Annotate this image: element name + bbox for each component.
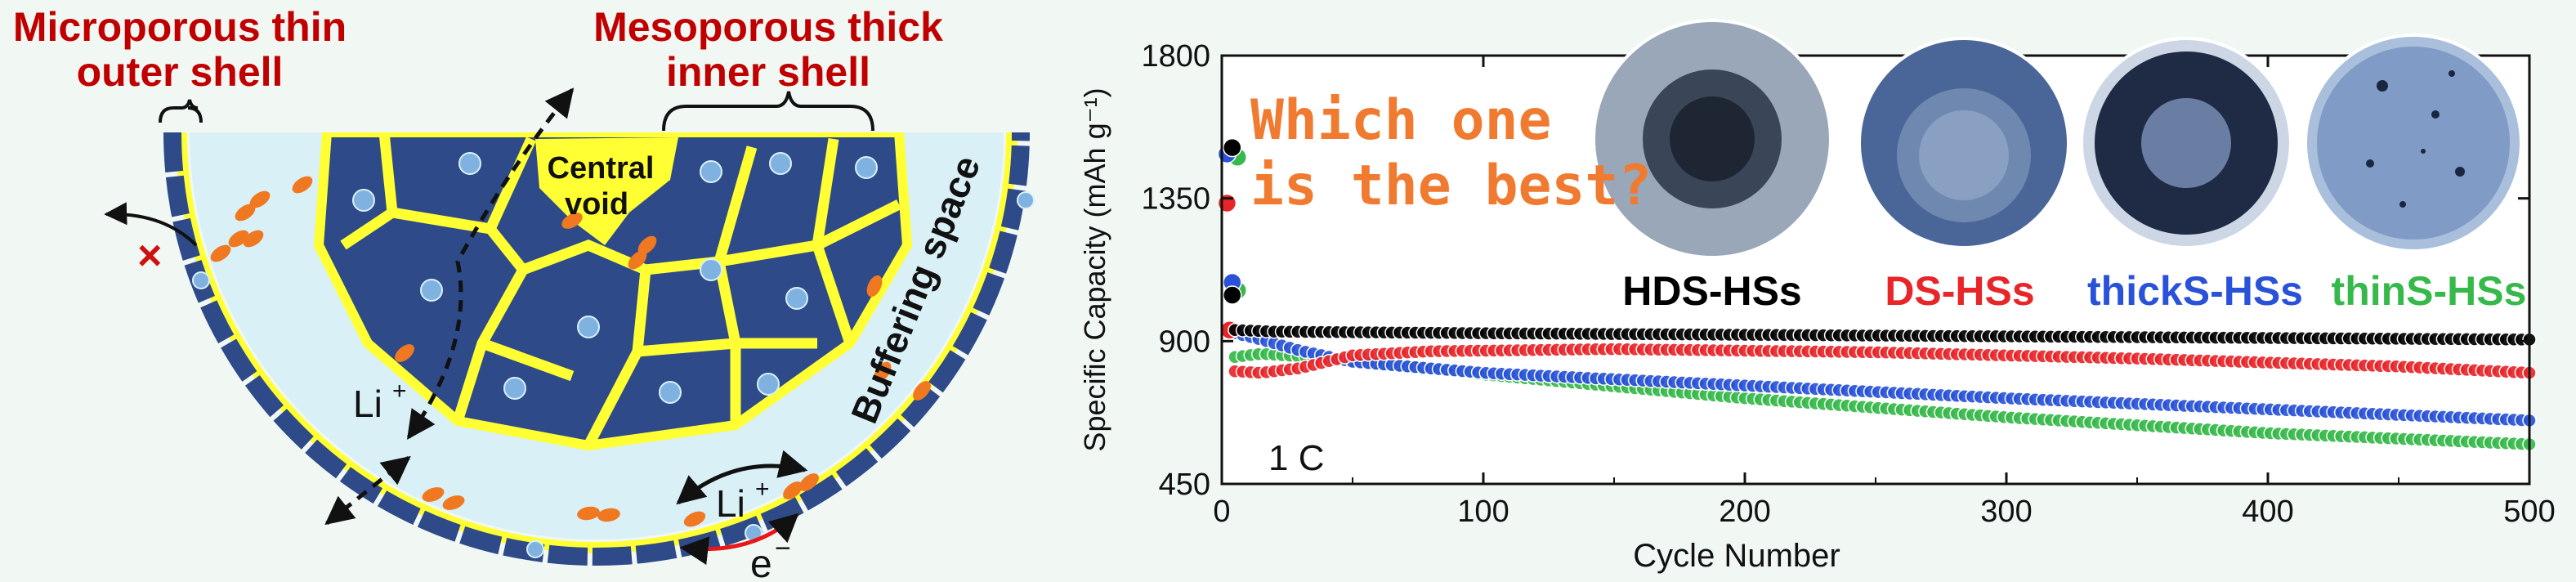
x-tick-label: 100 <box>1457 495 1509 529</box>
central-void-label-2: void <box>565 187 628 222</box>
x-axis-title: Cycle Number <box>1633 538 1840 574</box>
li-transport-arrow <box>324 455 411 526</box>
hollow-sphere-schematic: × Microporous thin outer shell Mesoporou… <box>13 4 1035 582</box>
question-line-1: Which one <box>1250 88 1551 153</box>
y-axis-title: Specific Capacity (mAh g⁻¹) <box>1078 87 1111 451</box>
electron-label: e <box>750 543 772 582</box>
y-tick-label: 1350 <box>1141 182 1210 217</box>
inner-shell-bracket <box>662 91 874 132</box>
rate-label: 1 C <box>1268 438 1324 478</box>
x-tick-label: 400 <box>2242 495 2293 529</box>
li-ion-label-right: Li <box>716 482 745 525</box>
x-tick-label: 300 <box>1980 495 2032 529</box>
tem-images <box>1592 19 2523 259</box>
y-tick-label: 900 <box>1159 325 1210 359</box>
legend-thick: thickS-HSs <box>2087 268 2303 314</box>
blocked-cross-icon: × <box>137 232 162 280</box>
blocked-arrow <box>104 202 198 247</box>
y-tick-label: 1800 <box>1141 39 1210 74</box>
series-DS-HSs <box>1217 193 2537 380</box>
electron-minus: − <box>775 533 791 564</box>
initial-point-HDS-HSs <box>1223 285 1242 305</box>
series-thickS-HSs <box>1217 144 2537 428</box>
li-diffusion-path <box>406 87 575 440</box>
initial-point-HDS-HSs <box>1223 137 1242 158</box>
x-tick-label: 0 <box>1213 495 1230 529</box>
x-tick-label: 500 <box>2503 495 2555 529</box>
electron-arrow <box>679 513 799 566</box>
li-ion-plus-right: + <box>755 476 770 503</box>
legend-thin: thinS-HSs <box>2332 268 2527 314</box>
microporous-outer-shell <box>163 132 1030 566</box>
capacity-chart: 0 100 200 300 400 500 450 900 1350 1800 Which one… <box>1078 19 2556 574</box>
legend-hds: HDS-HSs <box>1622 268 1801 314</box>
coating-ring <box>176 132 1017 553</box>
li-ion-plus-left: + <box>392 378 407 405</box>
inner-shell-label-2: inner shell <box>666 49 870 95</box>
outer-shell-label-2: outer shell <box>77 49 284 95</box>
question-line-2: is the best? <box>1250 154 1652 218</box>
outer-shell-label-1: Microporous thin <box>13 4 347 50</box>
outer-shell-bracket <box>159 99 203 123</box>
inner-shell-label-1: Mesoporous thick <box>593 4 943 50</box>
x-tick-label: 200 <box>1719 495 1770 529</box>
data-points <box>1217 137 2537 452</box>
li-ion-label-left: Li <box>353 383 382 425</box>
legend-ds: DS-HSs <box>1885 268 2034 314</box>
central-void-label-1: Central <box>548 151 655 186</box>
series-HDS-HSs <box>1223 137 2537 347</box>
y-tick-label: 450 <box>1159 468 1210 502</box>
li-electron-arrow <box>676 450 808 505</box>
